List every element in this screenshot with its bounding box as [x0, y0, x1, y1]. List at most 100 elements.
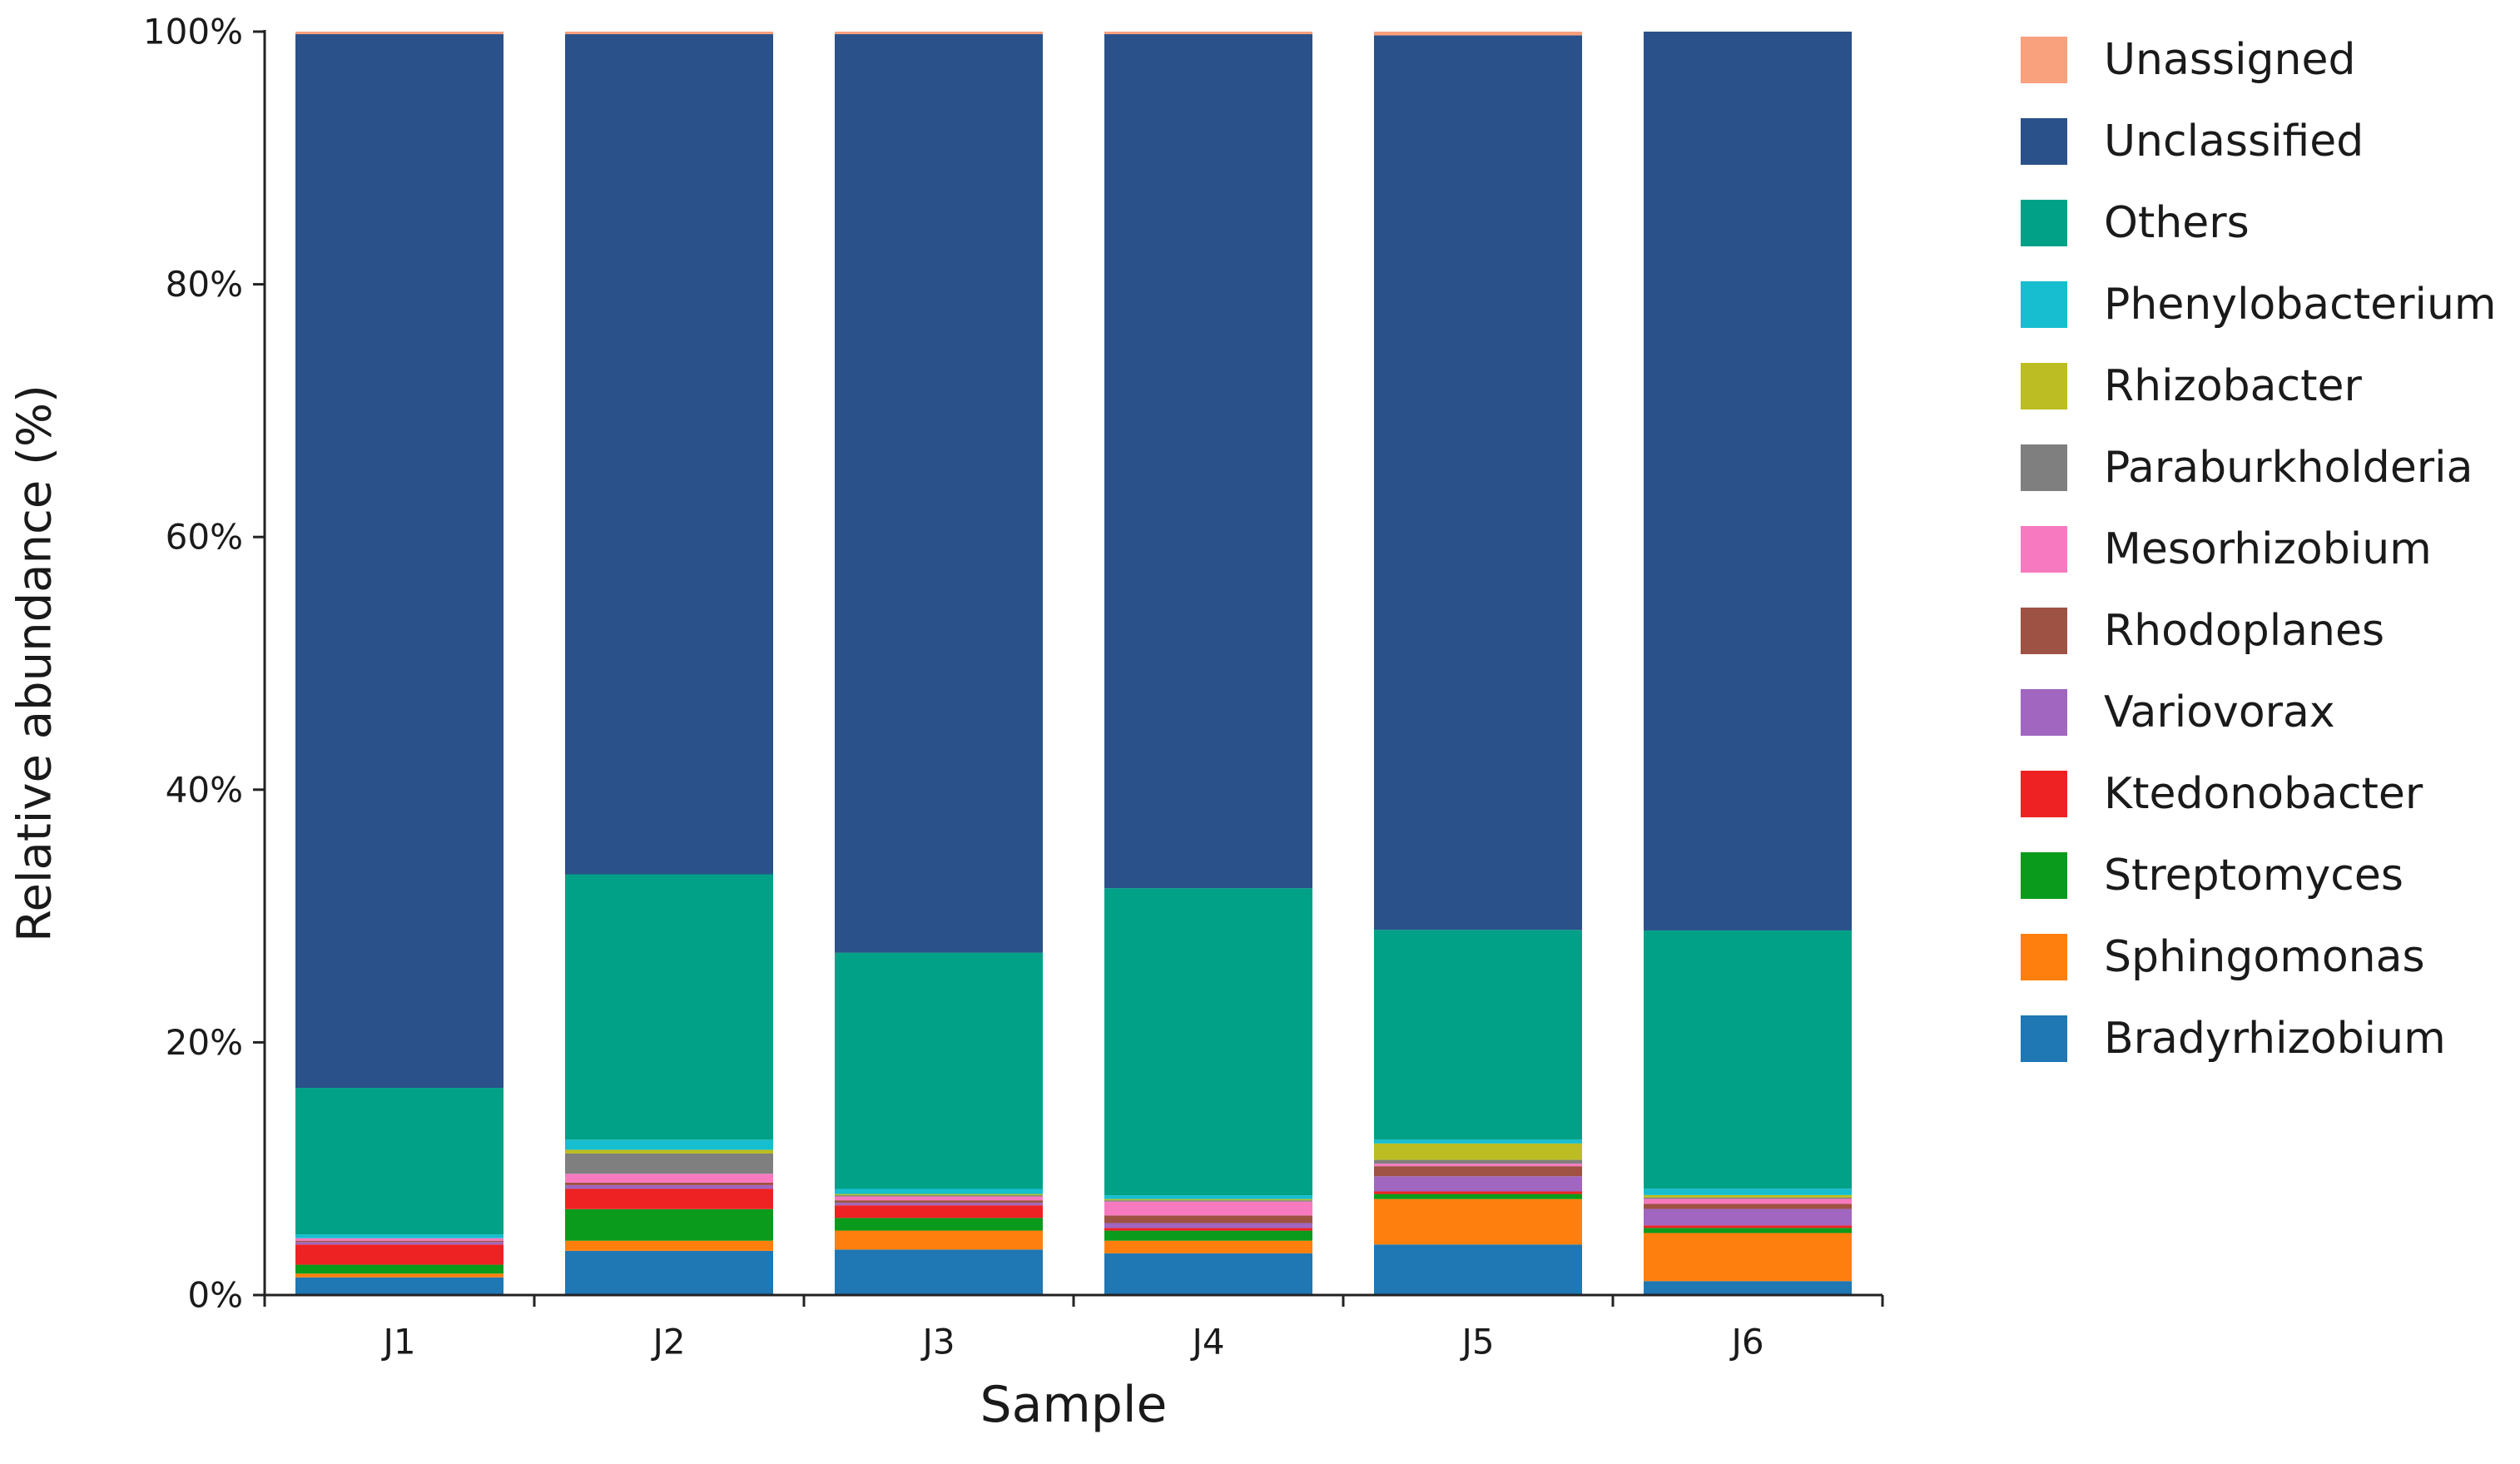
bar-segment-j5-rhizobacter: [1374, 1143, 1582, 1160]
bar-segment-j3-ktedonobacter: [835, 1205, 1043, 1218]
y-tick-label: 80%: [166, 264, 243, 305]
y-tick-label: 40%: [166, 769, 243, 810]
bar-segment-j6-streptomyces: [1644, 1228, 1852, 1233]
bar-segment-j5-others: [1374, 930, 1582, 1140]
bar-segment-j1-unclassified: [295, 34, 504, 1089]
legend-label-unclassified: Unclassified: [2104, 117, 2364, 166]
bar-segment-j6-rhizobacter: [1644, 1194, 1852, 1198]
bar-segment-j1-streptomyces: [295, 1264, 504, 1274]
axes-layer: 0% 20% 40% 60% 80% 100% J1 J2 J3 J4 J5 J6 Sample Rela…: [8, 12, 1884, 1434]
bar-segment-j5-streptomyces: [1374, 1194, 1582, 1199]
legend-item-variovorax: Variovorax: [2021, 687, 2335, 737]
bar-segment-j4-streptomyces: [1104, 1230, 1312, 1241]
bar-segment-j5-rhodoplanes: [1374, 1166, 1582, 1177]
legend-label-unassigned: Unassigned: [2104, 35, 2355, 85]
legend-item-sphingomonas: Sphingomonas: [2021, 932, 2425, 982]
legend-label-bradyrhizobium: Bradyrhizobium: [2104, 1014, 2446, 1064]
legend: Unassigned Unclassified Others Phenylobacte…: [2021, 35, 2497, 1064]
legend-swatch-phenylobacterium: [2021, 281, 2067, 328]
bar-segment-j3-variovorax: [835, 1203, 1043, 1206]
bar-segment-j1-variovorax: [295, 1242, 504, 1245]
legend-item-paraburkholderia: Paraburkholderia: [2021, 443, 2473, 493]
legend-item-unclassified: Unclassified: [2021, 117, 2364, 166]
bar-segment-j5-unclassified: [1374, 35, 1582, 931]
bar-segment-j6-unclassified: [1644, 32, 1852, 931]
bar-segment-j6-ktedonobacter: [1644, 1225, 1852, 1228]
legend-item-bradyrhizobium: Bradyrhizobium: [2021, 1014, 2446, 1064]
legend-label-streptomyces: Streptomyces: [2104, 851, 2403, 901]
bar-segment-j1-unassigned: [295, 32, 504, 35]
bar-segment-j6-paraburkholderia: [1644, 1197, 1852, 1199]
bar-segment-j2-streptomyces: [565, 1208, 773, 1241]
bar-segment-j2-bradyrhizobium: [565, 1250, 773, 1295]
legend-label-paraburkholderia: Paraburkholderia: [2104, 443, 2473, 493]
bar-segment-j2-rhodoplanes: [565, 1182, 773, 1185]
bar-segment-j2-unclassified: [565, 34, 773, 875]
bar-segment-j3-rhodoplanes: [835, 1200, 1043, 1203]
bar-segment-j3-unclassified: [835, 34, 1043, 953]
bar-segment-j3-unassigned: [835, 32, 1043, 35]
bar-segment-j1-phenylobacterium: [295, 1234, 504, 1238]
bar-segment-j4-ktedonobacter: [1104, 1228, 1312, 1231]
bar-segment-j6-rhodoplanes: [1644, 1203, 1852, 1209]
legend-label-sphingomonas: Sphingomonas: [2104, 932, 2425, 982]
legend-item-rhizobacter: Rhizobacter: [2021, 361, 2362, 411]
bar-segment-j3-bradyrhizobium: [835, 1249, 1043, 1295]
y-axis-title: Relative abundance (%): [8, 385, 62, 942]
bar-segment-j4-rhodoplanes: [1104, 1215, 1312, 1223]
bar-segment-j4-phenylobacterium: [1104, 1195, 1312, 1199]
x-tick-label-j2: J2: [650, 1322, 685, 1362]
bar-segment-j1-others: [295, 1088, 504, 1235]
legend-swatch-variovorax: [2021, 689, 2067, 736]
bar-segment-j4-others: [1104, 888, 1312, 1196]
bar-segment-j6-mesorhizobium: [1644, 1198, 1852, 1204]
legend-label-rhodoplanes: Rhodoplanes: [2104, 606, 2384, 656]
bar-segment-j4-sphingomonas: [1104, 1240, 1312, 1253]
legend-label-ktedonobacter: Ktedonobacter: [2104, 769, 2423, 819]
bar-segment-j6-variovorax: [1644, 1208, 1852, 1226]
bar-segment-j5-phenylobacterium: [1374, 1139, 1582, 1144]
legend-item-unassigned: Unassigned: [2021, 35, 2355, 85]
bar-segment-j3-mesorhizobium: [835, 1196, 1043, 1201]
bar-segment-j3-paraburkholderia: [835, 1195, 1043, 1197]
bar-segment-j2-mesorhizobium: [565, 1174, 773, 1183]
bar-segment-j4-rhizobacter: [1104, 1198, 1312, 1201]
x-axis-title: Sample: [980, 1376, 1168, 1434]
bar-segment-j4-paraburkholderia: [1104, 1200, 1312, 1202]
legend-swatch-rhodoplanes: [2021, 608, 2067, 654]
legend-item-phenylobacterium: Phenylobacterium: [2021, 280, 2497, 330]
bar-segment-j3-others: [835, 952, 1043, 1189]
bar-segment-j6-bradyrhizobium: [1644, 1281, 1852, 1295]
x-tick-label-j5: J5: [1459, 1322, 1494, 1362]
legend-swatch-bradyrhizobium: [2021, 1015, 2067, 1062]
legend-label-phenylobacterium: Phenylobacterium: [2104, 280, 2497, 330]
bar-segment-j4-unassigned: [1104, 32, 1312, 35]
x-tick-label-j4: J4: [1189, 1322, 1224, 1362]
bar-segment-j5-sphingomonas: [1374, 1198, 1582, 1245]
bar-segment-j5-ktedonobacter: [1374, 1191, 1582, 1194]
bar-segment-j3-sphingomonas: [835, 1230, 1043, 1250]
legend-item-rhodoplanes: Rhodoplanes: [2021, 606, 2384, 656]
bar-segment-j2-unassigned: [565, 32, 773, 35]
bar-segment-j4-mesorhizobium: [1104, 1201, 1312, 1216]
bar-segment-j2-variovorax: [565, 1184, 773, 1189]
bar-segment-j5-variovorax: [1374, 1176, 1582, 1192]
bar-segment-j3-streptomyces: [835, 1218, 1043, 1231]
bar-segment-j2-phenylobacterium: [565, 1139, 773, 1150]
bar-segment-j1-bradyrhizobium: [295, 1277, 504, 1295]
bar-segment-j1-sphingomonas: [295, 1273, 504, 1278]
legend-swatch-others: [2021, 200, 2067, 246]
bar-segment-j1-ktedonobacter: [295, 1244, 504, 1265]
bar-segment-j6-phenylobacterium: [1644, 1189, 1852, 1195]
legend-item-ktedonobacter: Ktedonobacter: [2021, 769, 2423, 819]
legend-swatch-ktedonobacter: [2021, 771, 2067, 817]
bar-segment-j5-paraburkholderia: [1374, 1159, 1582, 1164]
bar-segment-j6-others: [1644, 930, 1852, 1189]
x-tick-label-j6: J6: [1729, 1322, 1764, 1362]
legend-label-others: Others: [2104, 198, 2250, 248]
y-tick-label: 60%: [166, 517, 243, 558]
bar-segment-j4-unclassified: [1104, 34, 1312, 889]
bar-segment-j1-mesorhizobium: [295, 1238, 504, 1241]
y-tick-label: 0%: [187, 1275, 243, 1316]
